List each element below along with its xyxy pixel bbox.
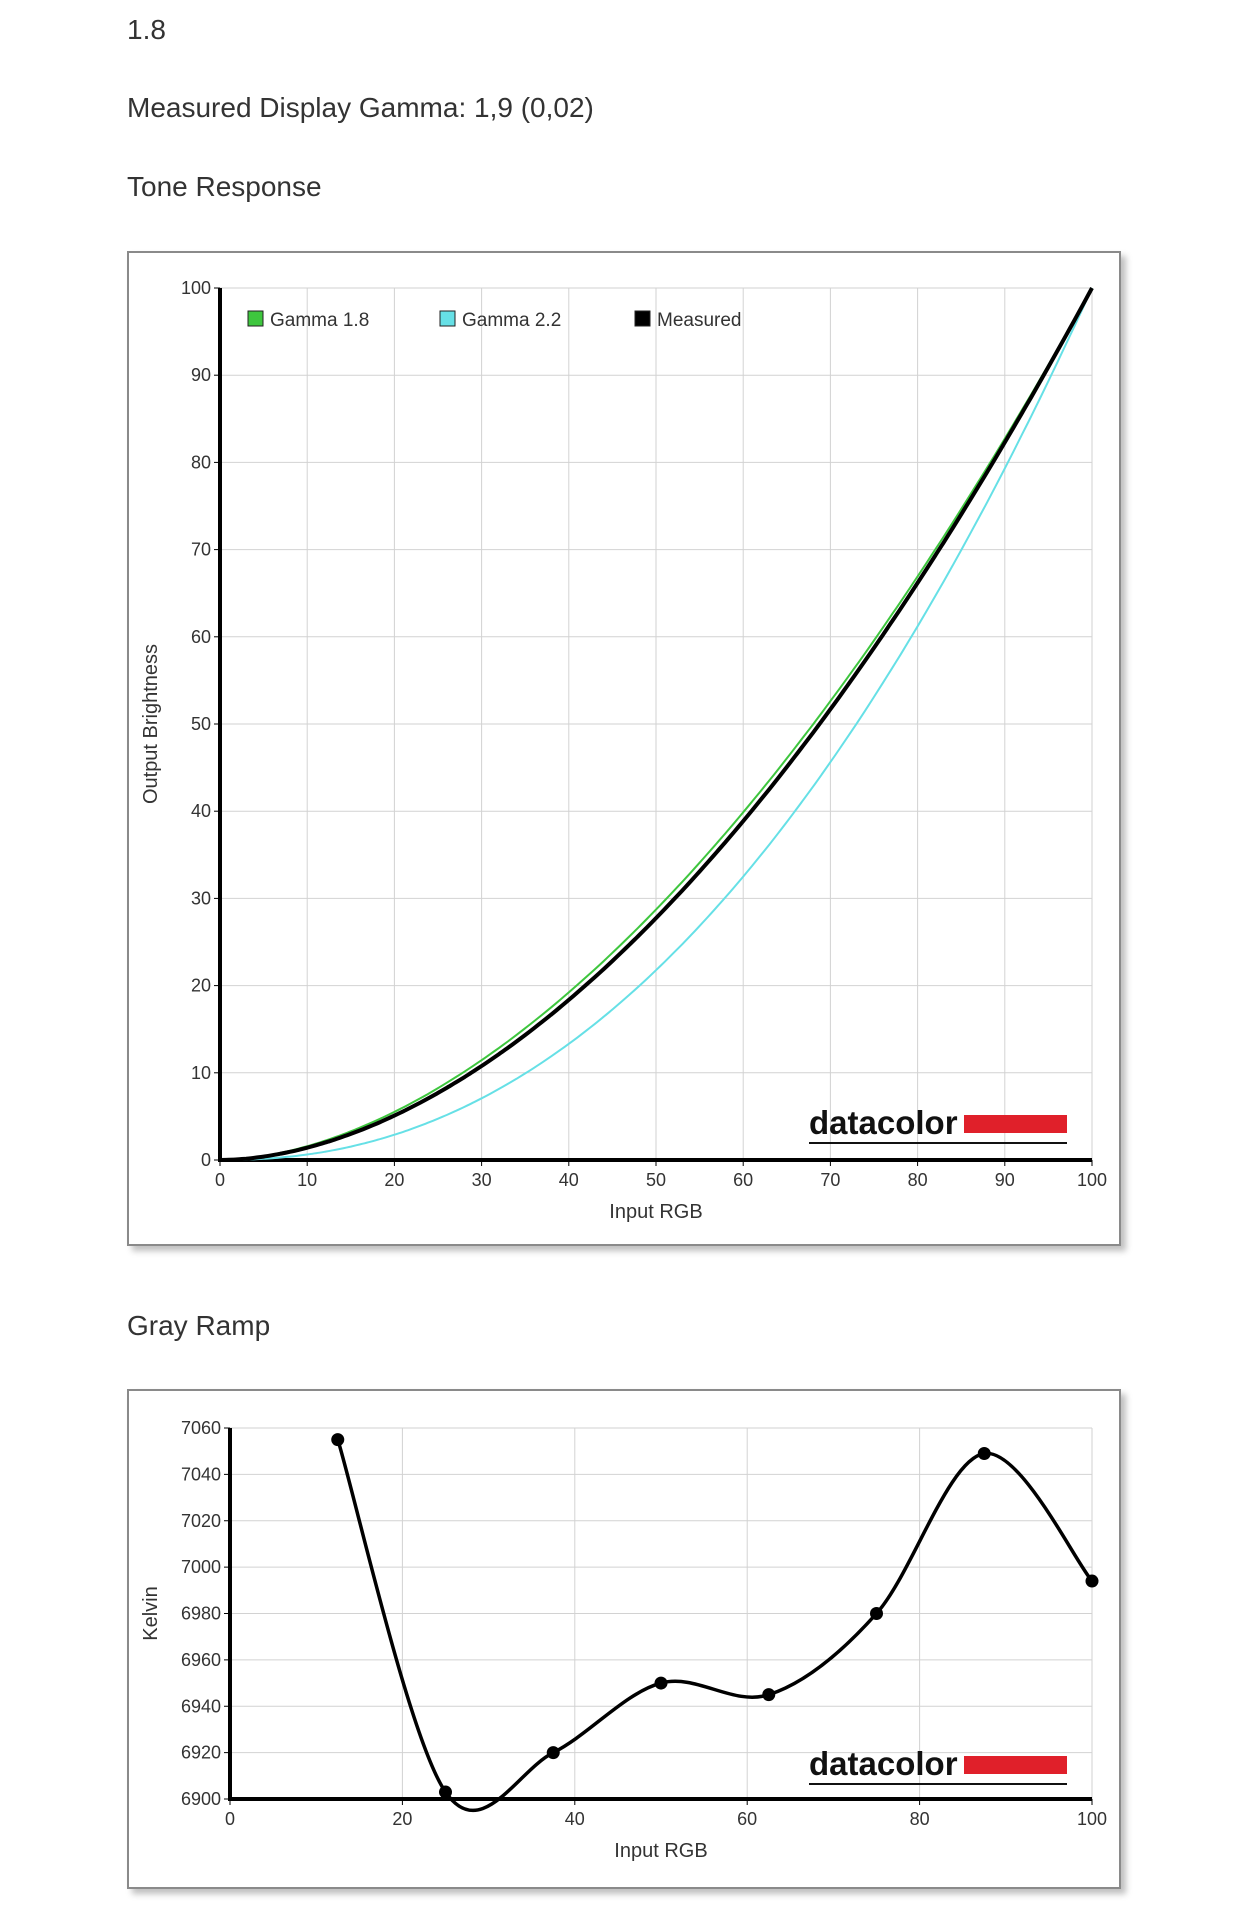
x-tick-label: 50 [646, 1170, 666, 1190]
tone-response-title: Tone Response [127, 171, 322, 202]
y-tick-label: 6920 [181, 1743, 221, 1763]
x-tick-label: 40 [559, 1170, 579, 1190]
y-tick-label: 7000 [181, 1557, 221, 1577]
x-tick-label: 100 [1077, 1170, 1107, 1190]
y-tick-label: 60 [191, 627, 211, 647]
legend-swatch [634, 310, 651, 327]
data-point [439, 1785, 452, 1799]
datacolor-logo-bar [964, 1756, 1067, 1774]
y-tick-label: 70 [191, 540, 211, 560]
data-point [331, 1433, 345, 1447]
x-tick-label: 20 [384, 1170, 404, 1190]
y-tick-label: 0 [201, 1150, 211, 1170]
series-line-1 [219, 287, 1093, 1161]
legend-label: Gamma 1.8 [270, 310, 369, 331]
datacolor-logo: datacolor [809, 1104, 958, 1141]
legend-swatch [247, 310, 264, 327]
y-tick-label: 6960 [181, 1650, 221, 1670]
datacolor-logo: datacolor [809, 1745, 958, 1782]
y-tick-label: 20 [191, 976, 211, 996]
x-tick-label: 90 [995, 1170, 1015, 1190]
x-tick-label: 20 [392, 1809, 412, 1829]
datacolor-logo-bar [964, 1115, 1067, 1133]
gray-ramp-chart: 0 20 40 60 80 100 6900 6920 6940 6960 6980 7000 7020… [127, 1389, 1121, 1889]
y-axis-title: Output Brightness [140, 644, 162, 804]
data-point [762, 1688, 776, 1702]
x-tick-label: 100 [1077, 1809, 1107, 1829]
x-tick-label: 0 [225, 1809, 235, 1829]
tone-response-plot: 0 10 20 30 40 50 60 70 80 90 100 0 10 20 30 40 50 60 70 80 9… [140, 278, 1107, 1223]
data-point [546, 1746, 560, 1760]
y-axis-title: Kelvin [140, 1586, 162, 1640]
x-tick-label: 30 [472, 1170, 492, 1190]
data-point [1085, 1574, 1099, 1588]
y-tick-label: 30 [191, 888, 211, 908]
x-tick-label: 80 [908, 1170, 928, 1190]
series-line-0 [336, 1439, 1094, 1812]
data-point [870, 1607, 883, 1620]
x-axis-title: Input RGB [614, 1840, 707, 1862]
legend-label: Gamma 2.2 [462, 310, 561, 331]
y-tick-label: 7020 [181, 1511, 221, 1531]
y-tick-label: 10 [191, 1063, 211, 1083]
gray-ramp-title: Gray Ramp [127, 1310, 271, 1341]
y-tick-label: 6940 [181, 1696, 221, 1716]
x-axis-title: Input RGB [609, 1201, 702, 1223]
y-tick-label: 40 [191, 801, 211, 821]
y-tick-label: 7060 [181, 1418, 221, 1438]
gray-ramp-plot: 0 20 40 60 80 100 6900 6920 6940 6960 6980 7000 7020… [140, 1418, 1107, 1862]
x-tick-label: 80 [910, 1809, 930, 1829]
y-tick-label: 7040 [181, 1464, 221, 1484]
gamma-target: 1.8 [127, 14, 166, 45]
x-tick-label: 60 [733, 1170, 753, 1190]
x-tick-label: 10 [297, 1170, 317, 1190]
data-point [654, 1676, 668, 1690]
measured-gamma: Measured Display Gamma: 1,9 (0,02) [127, 92, 594, 123]
y-tick-label: 6980 [181, 1604, 221, 1624]
data-point [977, 1447, 991, 1461]
tone-response-chart: 0 10 20 30 40 50 60 70 80 90 100 0 10 20 30 40 50 60 70 80 9… [127, 251, 1121, 1246]
y-tick-label: 50 [191, 714, 211, 734]
legend-swatch [439, 310, 456, 327]
y-tick-label: 100 [181, 278, 211, 298]
x-tick-label: 40 [565, 1809, 585, 1829]
x-tick-label: 0 [215, 1170, 225, 1190]
x-tick-label: 60 [737, 1809, 757, 1829]
y-tick-label: 6900 [181, 1789, 221, 1809]
y-tick-label: 80 [191, 452, 211, 472]
series-line-0 [219, 287, 1093, 1161]
series-line-2 [219, 287, 1094, 1162]
x-tick-label: 70 [820, 1170, 840, 1190]
legend-label: Measured [657, 310, 742, 331]
y-tick-label: 90 [191, 365, 211, 385]
